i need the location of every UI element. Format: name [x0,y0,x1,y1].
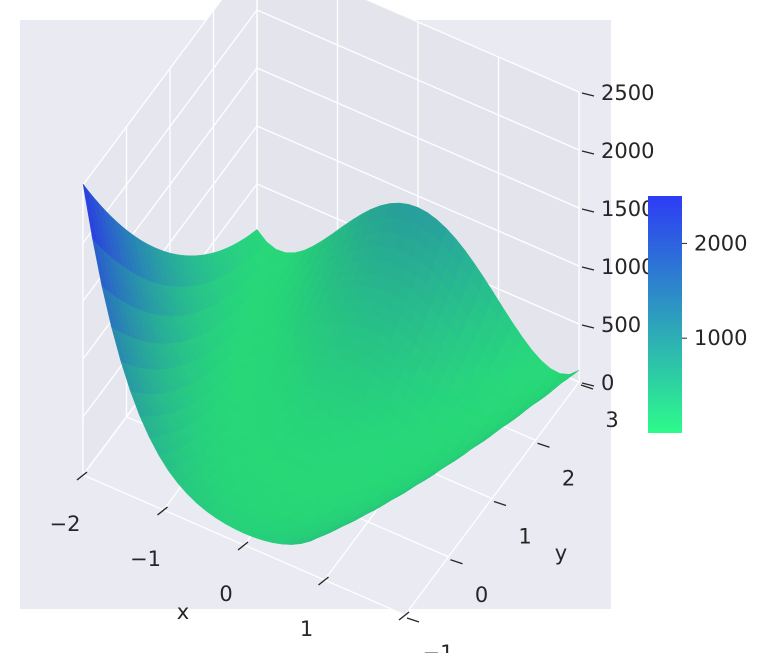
y-tick-label: 1 [518,525,531,549]
y-tick [450,559,463,565]
surface-mesh [82,183,580,545]
x-tick-label: 0 [219,582,232,606]
x-tick-label: −2 [50,512,81,536]
colorbar-tick-label: 2000 [694,231,747,255]
y-axis-label: y [555,541,567,565]
x-tick-label: −1 [130,547,161,571]
y-tick [493,500,507,507]
z-tick [581,324,595,329]
z-tick [581,266,595,271]
y-tick [580,384,594,390]
y-tick-label: 2 [562,466,575,490]
z-tick [581,382,595,387]
x-tick [318,576,329,586]
y-tick-label: 0 [475,583,488,607]
y-tick-label: 3 [605,408,618,432]
colorbar: 1000 2000 [648,196,747,433]
x-tick [237,541,249,551]
x-tick [398,611,410,621]
colorbar-tick-label: 1000 [694,326,747,350]
z-gridline-left [82,0,222,186]
z-tick [581,92,595,97]
y-tick [537,442,550,448]
colorbar-gradient [648,196,682,433]
z-tick [581,208,595,213]
x-tick [157,506,168,516]
x-tick [76,471,88,481]
z-tick-label: 2500 [601,81,654,105]
z-tick-label: 500 [601,313,641,337]
z-gridline-back [256,125,580,267]
x-axis-label: x [177,600,189,624]
z-gridline-back [256,67,580,209]
z-tick [581,150,595,155]
z-gridline-left [82,9,258,244]
z-tick-label: 1000 [601,255,654,279]
y-tick [406,617,420,623]
y-tick-label: −1 [423,641,454,653]
z-tick-label: 0 [601,371,614,395]
x-tick-label: 1 [300,617,313,641]
z-tick-label: 1500 [601,197,654,221]
z-gridline-back [365,0,580,93]
surface-patch [251,229,267,248]
z-gridline-back [256,9,580,151]
z-tick-label: 2000 [601,139,654,163]
